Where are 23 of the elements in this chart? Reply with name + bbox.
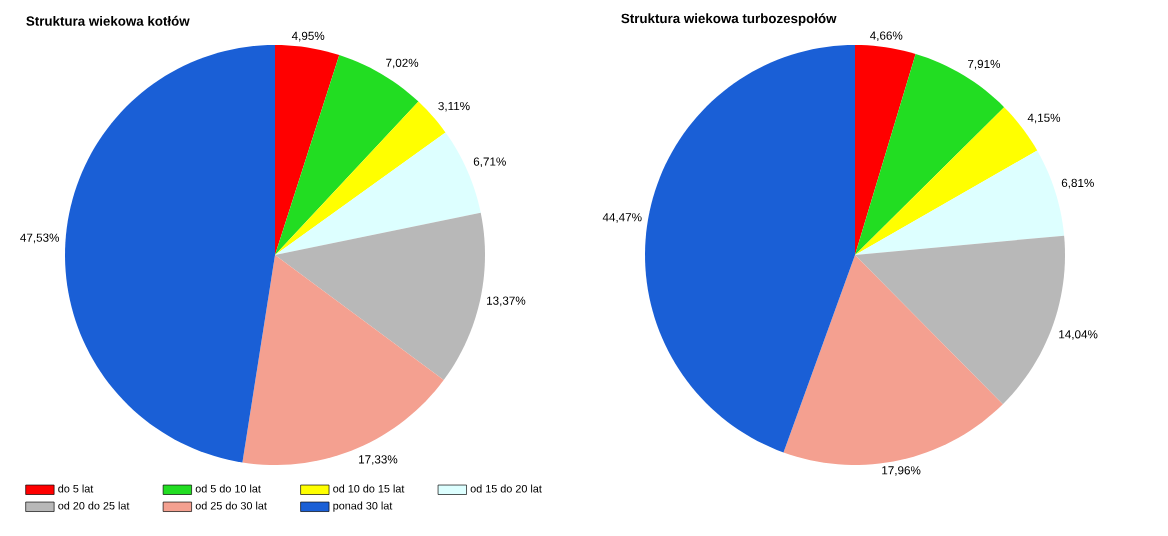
legend-label: ponad 30 lat (333, 501, 393, 512)
data-label: 6,71% (473, 157, 506, 168)
chart-title: Struktura wiekowa kotłów (26, 15, 190, 26)
data-label: 17,96% (882, 466, 921, 476)
data-label: 4,15% (1027, 113, 1061, 124)
data-label: 13,37% (487, 296, 526, 307)
data-label: 47,53% (20, 233, 60, 244)
data-label: 6,81% (1061, 178, 1094, 189)
data-label: 7,02% (386, 58, 419, 69)
legend-label: od 20 do 25 lat (58, 501, 130, 510)
legend-label: od 15 do 20 lat (470, 484, 542, 493)
data-label: 17,33% (359, 455, 398, 465)
data-label: 3,11% (438, 101, 470, 112)
data-label: 4,66% (869, 31, 903, 42)
data-label: 7,91% (967, 59, 1001, 70)
data-label: 4,95% (291, 31, 325, 42)
legend-label: od 10 do 15 lat (333, 484, 405, 493)
data-label: 14,04% (1059, 330, 1098, 340)
legend-label: od 25 do 30 lat (195, 501, 267, 510)
chart-title: Struktura wiekowa turbozespołów (621, 13, 837, 26)
legend-label: od 5 do 10 lat (195, 484, 261, 493)
data-label: 44,47% (602, 213, 642, 223)
legend-label: do 5 lat (58, 484, 94, 493)
